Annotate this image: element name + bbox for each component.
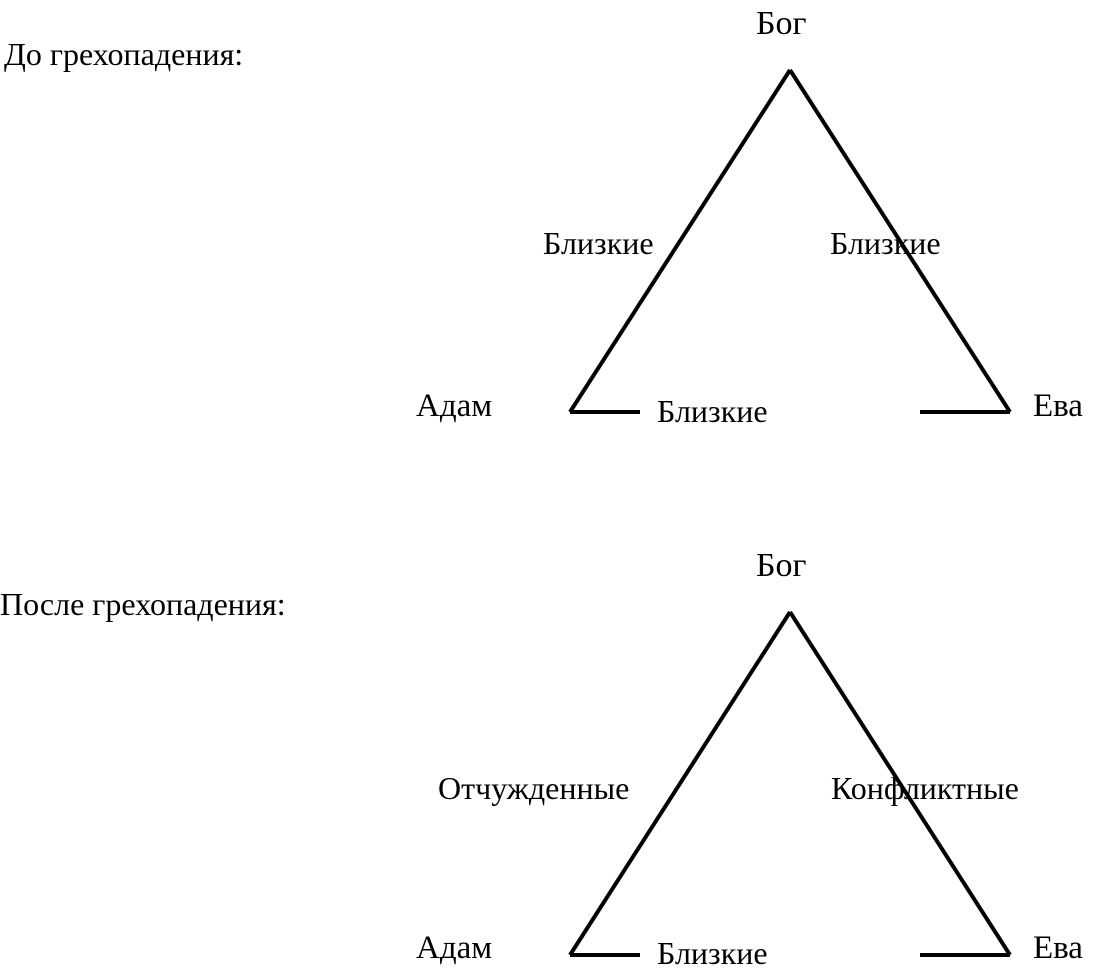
d1-label-god: Бог [756, 5, 806, 43]
d1-label-right-side: Близкие [830, 225, 941, 262]
d2-label-bottom-mid: Близкие [657, 935, 768, 972]
d1-label-adam: Адам [416, 388, 492, 425]
d2-label-adam: Адам [416, 930, 492, 967]
d1-label-left-side: Близкие [543, 225, 654, 262]
d2-label-god: Бог [756, 547, 806, 585]
d1-label-eve: Ева [1033, 388, 1083, 425]
d2-label-right-side: Конфликтные [831, 770, 1019, 807]
heading-after-fall: После грехопадения: [0, 586, 286, 623]
diagram-page: До грехопадения: Бог Близкие Близкие Ада… [0, 0, 1106, 972]
d1-label-bottom-mid: Близкие [657, 393, 768, 430]
heading-before-fall: До грехопадения: [4, 36, 243, 73]
triangle-lines-svg [0, 0, 1106, 972]
d2-label-left-side: Отчужденные [438, 770, 629, 807]
d2-label-eve: Ева [1033, 930, 1083, 967]
